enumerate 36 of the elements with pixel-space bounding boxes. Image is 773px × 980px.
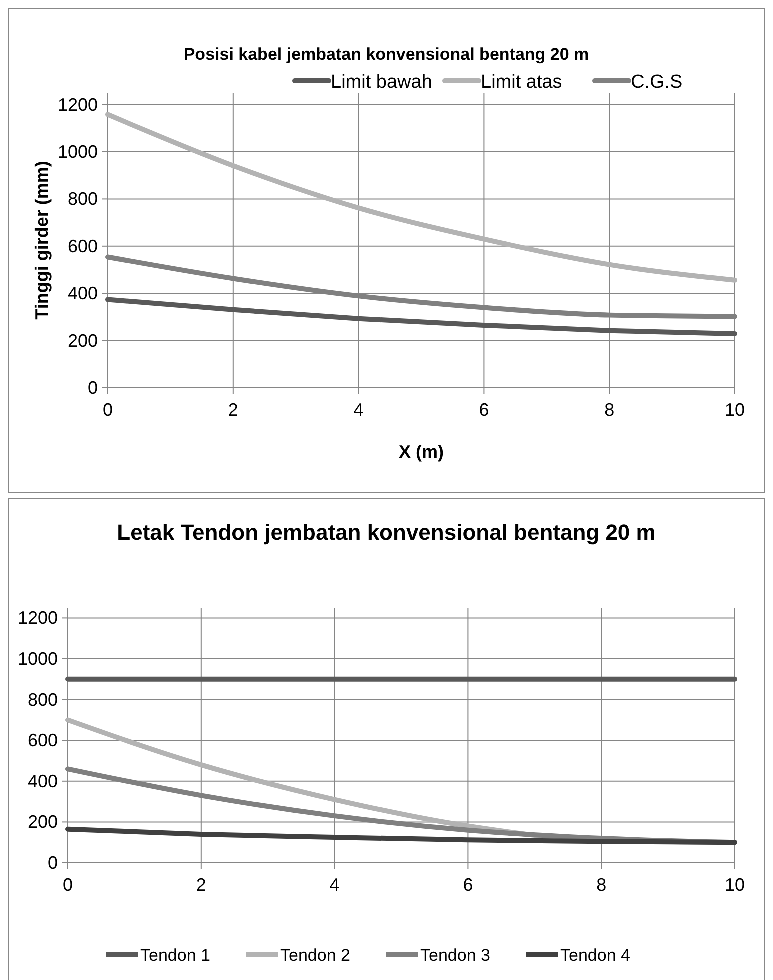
y-tick-label: 600 — [28, 730, 58, 751]
y-tick-label: 800 — [68, 189, 98, 210]
x-tick-label: 4 — [330, 875, 340, 895]
x-tick-label: 4 — [354, 400, 364, 420]
x-tick-label: 10 — [724, 400, 746, 420]
x-tick-label: 6 — [463, 875, 474, 895]
x-tick-label: 2 — [228, 400, 238, 420]
legend-label: Tendon 4 — [560, 946, 630, 965]
y-axis-title: Tinggi girder (mm) — [32, 161, 52, 320]
x-tick-label: 0 — [102, 400, 114, 420]
y-tick-label: 200 — [68, 330, 98, 351]
y-tick-label: 0 — [48, 853, 58, 873]
y-tick-label: 1200 — [58, 94, 98, 115]
x-tick-label: 6 — [479, 400, 490, 420]
legend-label: Tendon 1 — [140, 946, 210, 965]
legend-label: Tendon 3 — [420, 946, 490, 965]
legend-label: Limit atas — [481, 72, 562, 93]
chart-title: Posisi kabel jembatan konvensional bentang 20 m — [184, 45, 590, 64]
y-tick-label: 1000 — [58, 142, 98, 162]
y-tick-label: 0 — [88, 378, 98, 398]
y-tick-label: 1200 — [18, 608, 58, 628]
x-tick-label: 8 — [604, 400, 615, 420]
y-tick-label: 200 — [28, 812, 58, 832]
x-tick-label: 2 — [196, 875, 206, 895]
y-tick-label: 600 — [68, 236, 98, 256]
x-tick-label: 8 — [596, 875, 607, 895]
legend-label: Tendon 2 — [280, 946, 350, 965]
y-tick-label: 1000 — [18, 649, 58, 669]
x-axis-title: X (m) — [399, 442, 444, 462]
y-tick-label: 400 — [28, 771, 58, 792]
legend-label: Limit bawah — [331, 72, 432, 93]
y-tick-label: 400 — [68, 284, 98, 304]
chart-title: Letak Tendon jembatan konvensional bentang 20 m — [117, 520, 656, 545]
legend-label: C.G.S — [631, 72, 683, 93]
x-tick-label: 10 — [724, 875, 746, 895]
y-tick-label: 800 — [28, 690, 58, 710]
